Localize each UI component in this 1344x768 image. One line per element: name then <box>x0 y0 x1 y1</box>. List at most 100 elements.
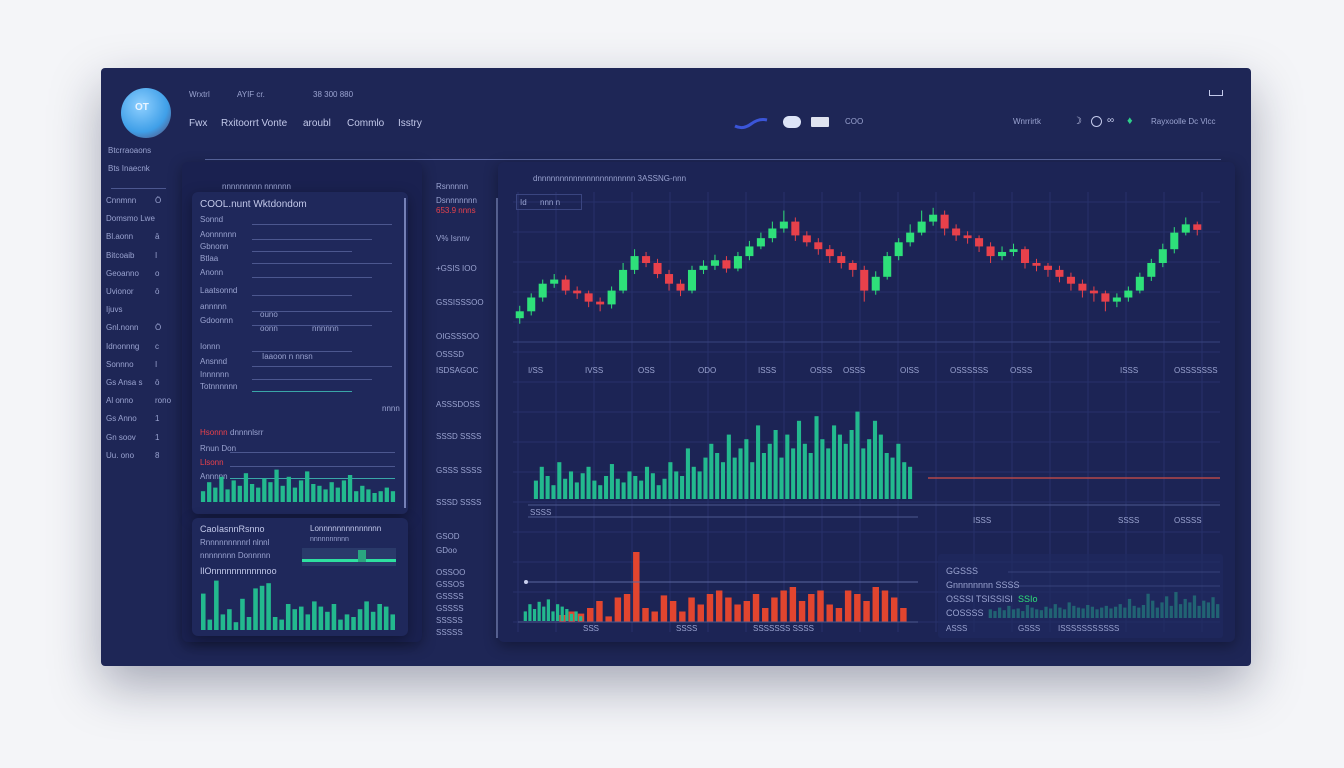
candle[interactable] <box>860 269 869 291</box>
sidebar-item-label[interactable]: Cnnmnn <box>106 196 137 205</box>
candle[interactable] <box>1089 290 1098 294</box>
user-name[interactable]: Rayxoolle Dc Vlcc <box>1151 117 1216 126</box>
candle[interactable] <box>676 283 685 291</box>
candle[interactable] <box>1066 276 1075 284</box>
candle[interactable] <box>642 256 651 263</box>
candle[interactable] <box>699 265 708 270</box>
nav-item-3[interactable]: aroubl <box>303 118 331 129</box>
candle[interactable] <box>929 214 938 222</box>
candle[interactable] <box>1147 263 1156 277</box>
candle[interactable] <box>906 232 915 243</box>
candle[interactable] <box>802 235 811 243</box>
candle[interactable] <box>998 251 1007 257</box>
candle[interactable] <box>653 263 662 275</box>
candle[interactable] <box>975 238 984 247</box>
badge-icon[interactable] <box>811 117 829 127</box>
window-control-icon[interactable] <box>1209 90 1223 96</box>
red-volume-bar <box>734 604 741 622</box>
candle[interactable] <box>756 238 765 247</box>
sidebar-item-label[interactable]: Domsmo Lwe <box>106 214 155 224</box>
candle[interactable] <box>1181 224 1190 233</box>
settings-icon[interactable] <box>1091 116 1102 127</box>
candle[interactable] <box>584 293 593 302</box>
volume-bar <box>621 482 626 499</box>
candle[interactable] <box>1055 269 1064 277</box>
candle[interactable] <box>952 228 961 236</box>
glasses-icon[interactable]: ∞ <box>1107 115 1115 126</box>
candle[interactable] <box>986 246 995 257</box>
candle[interactable] <box>837 256 846 263</box>
sidebar-item-label[interactable]: Bitcoaib <box>106 250 135 260</box>
candle[interactable] <box>814 242 823 250</box>
candle[interactable] <box>768 228 777 239</box>
sidebar-item-label[interactable]: Al onno <box>106 396 134 406</box>
nav-item-5[interactable]: Isstry <box>398 118 422 129</box>
candle[interactable] <box>1193 224 1202 230</box>
sidebar-item-label[interactable]: Ijuvs <box>106 305 123 315</box>
sidebar-item-label[interactable]: Gs Ansa s <box>106 378 143 387</box>
candle[interactable] <box>527 297 536 312</box>
toolbar-btn-1[interactable]: Id <box>520 198 527 207</box>
candle[interactable] <box>848 263 857 270</box>
candle[interactable] <box>894 242 903 257</box>
candle[interactable] <box>710 260 719 266</box>
candle[interactable] <box>573 290 582 294</box>
sidebar-item-label[interactable]: Gn soov <box>106 432 136 442</box>
scrollbar[interactable] <box>404 198 406 508</box>
candle[interactable] <box>733 256 742 269</box>
volume-bar <box>556 604 560 621</box>
sidebar-item-label[interactable]: Gnl.nonn <box>106 323 139 333</box>
candle[interactable] <box>538 283 547 298</box>
nav-item-4[interactable]: Commlo <box>347 118 385 129</box>
candle[interactable] <box>883 256 892 277</box>
candle[interactable] <box>871 276 880 291</box>
candle[interactable] <box>1170 232 1179 250</box>
candle[interactable] <box>1158 249 1167 263</box>
candle[interactable] <box>1112 297 1121 302</box>
volume-bar <box>843 443 848 499</box>
candle[interactable] <box>1124 290 1133 298</box>
sidebar-item-label[interactable]: Bl.aonn <box>106 232 134 242</box>
candle[interactable] <box>515 311 524 319</box>
candle[interactable] <box>1101 293 1110 302</box>
sidebar-item-label[interactable]: Geoanno <box>106 268 139 278</box>
sidebar-item-label[interactable]: Uu. ono <box>106 450 135 460</box>
candle[interactable] <box>665 274 674 284</box>
nav-item-2[interactable]: Rxitoorrt Vonte <box>221 118 288 129</box>
toggle-icon[interactable] <box>783 116 801 128</box>
candle[interactable] <box>940 214 949 229</box>
candle[interactable] <box>687 269 697 291</box>
sidebar-item-label[interactable]: Idnonnng <box>106 341 140 351</box>
candle[interactable] <box>722 260 731 269</box>
chart-toolbar[interactable] <box>516 194 582 210</box>
candle[interactable] <box>1032 263 1041 266</box>
candle[interactable] <box>779 221 788 229</box>
sidebar-item-label[interactable]: Gs Anno <box>106 414 137 424</box>
leaf-icon[interactable]: ♦ <box>1127 115 1133 127</box>
logo-avatar[interactable] <box>121 88 171 138</box>
sidebar-item-label[interactable]: Sonnno <box>106 359 134 369</box>
candle[interactable] <box>825 249 834 257</box>
candle[interactable] <box>1020 249 1030 263</box>
header-right-label[interactable]: Wnrrirtk <box>1013 117 1041 126</box>
candle[interactable] <box>1135 276 1144 291</box>
candle[interactable] <box>630 256 639 270</box>
nav-item-1[interactable]: Fwx <box>189 118 208 129</box>
candle[interactable] <box>561 279 570 291</box>
candle[interactable] <box>1043 265 1052 270</box>
candle[interactable] <box>791 221 800 236</box>
candle[interactable] <box>550 279 559 284</box>
sidebar-item-label[interactable]: Uvionor <box>106 287 134 296</box>
candle[interactable] <box>596 301 605 305</box>
candle[interactable] <box>745 246 754 257</box>
candle[interactable] <box>917 221 926 233</box>
moon-icon[interactable]: ☽ <box>1073 116 1082 127</box>
toolbar-btn-2[interactable]: nnn n <box>540 198 561 207</box>
candle[interactable] <box>1009 249 1018 252</box>
candle[interactable] <box>963 235 972 239</box>
header-center-label[interactable]: COO <box>845 117 864 126</box>
candle[interactable] <box>607 290 616 305</box>
candle[interactable] <box>1078 283 1087 291</box>
volume-bar <box>560 606 564 621</box>
candle[interactable] <box>619 269 628 291</box>
